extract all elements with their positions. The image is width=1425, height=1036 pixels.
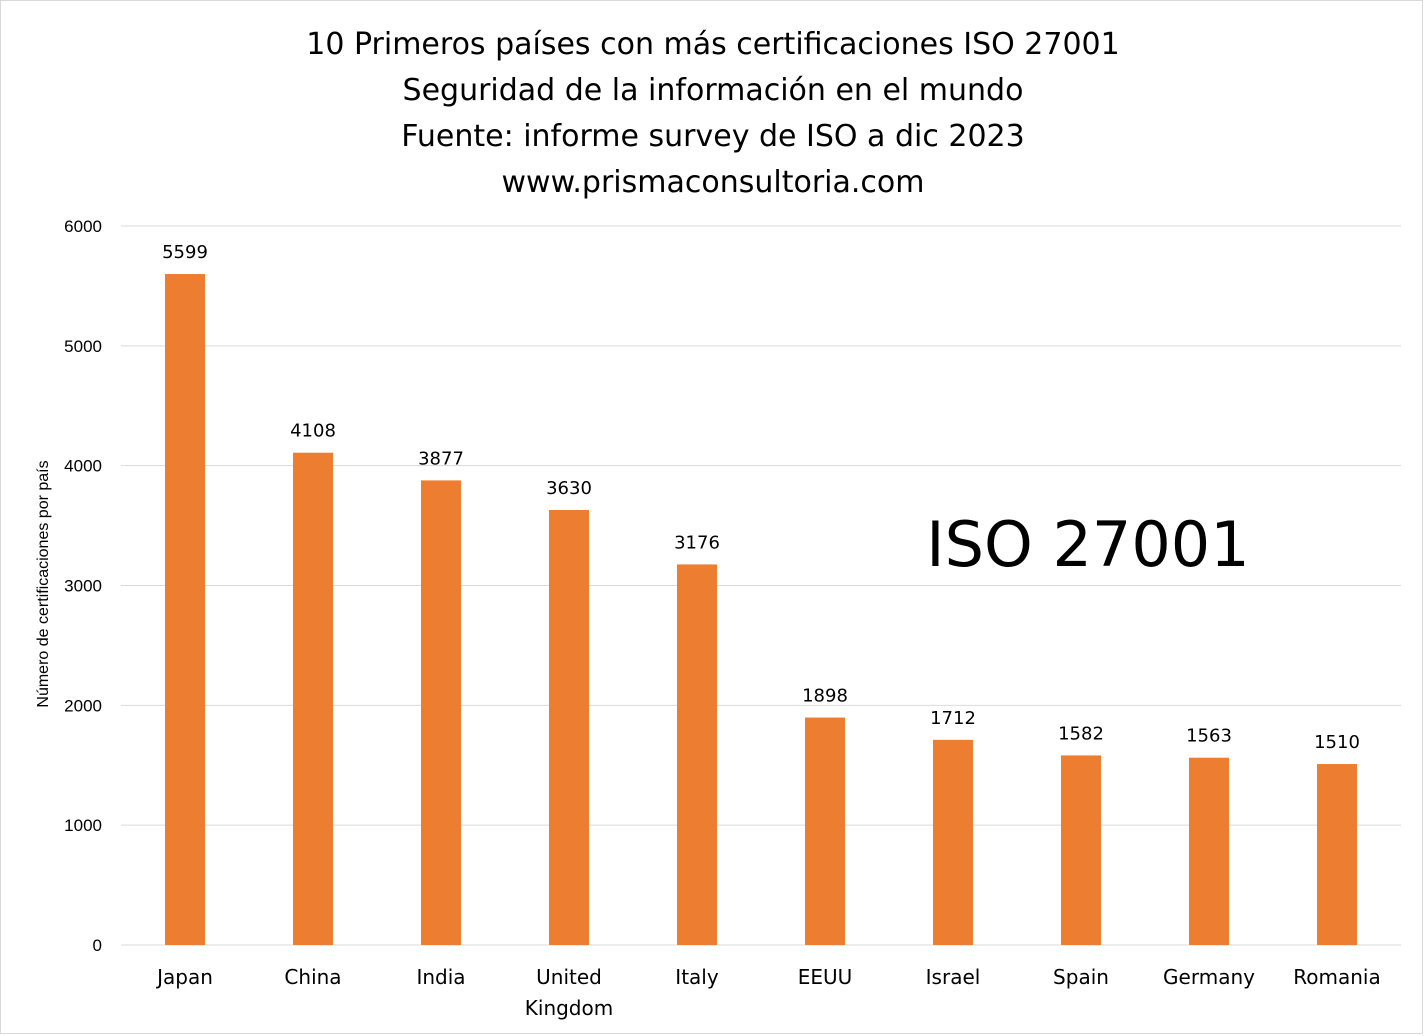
chart-title-line: Fuente: informe survey de ISO a dic 2023 [401,119,1024,154]
gridlines [121,225,1401,946]
y-tick-label: 3000 [64,577,102,596]
bar [805,717,845,945]
category-label: Romania [1293,965,1380,989]
bar [933,739,973,945]
category-label: China [284,965,341,989]
chart-title-line: 10 Primeros países con más certificacion… [306,27,1119,62]
y-tick-label: 4000 [64,457,102,476]
chart-title-line: www.prismaconsultoria.com [502,165,925,200]
data-label: 1563 [1186,726,1232,747]
category-label: EEUU [798,965,853,989]
y-tick-label: 1000 [64,816,102,835]
y-axis-ticks: 0 1000 2000 3000 4000 5000 6000 [64,217,102,955]
data-label: 1510 [1314,732,1360,753]
category-label: Kingdom [525,996,613,1020]
data-label: 1898 [802,686,848,707]
data-labels: 5599 4108 3877 3630 3176 1898 1712 1582 1563 1510 [162,242,1360,753]
category-label: Israel [926,965,981,989]
data-label: 4108 [290,421,336,442]
chart-title-line: Seguridad de la información en el mundo [403,73,1024,108]
bar [165,274,205,945]
data-label: 1582 [1058,723,1104,744]
data-label: 3630 [546,478,592,499]
category-label: Germany [1163,965,1255,989]
data-label: 3877 [418,448,464,469]
bar [1061,755,1101,945]
bar [1189,757,1229,945]
chart-title: 10 Primeros países con más certificacion… [306,27,1119,200]
x-axis-labels: Japan China India United Kingdom Italy EEUU Isr… [155,965,1381,1020]
y-tick-label: 0 [93,936,102,955]
bars [165,274,1357,945]
bar [293,452,333,945]
category-label: Italy [675,965,719,989]
bar [421,480,461,945]
bar [1317,764,1357,945]
chart-annotation: ISO 27001 [926,508,1249,581]
y-tick-label: 2000 [64,696,102,715]
y-tick-label: 5000 [64,337,102,356]
data-label: 1712 [930,708,976,729]
category-label: Japan [155,965,213,989]
category-label: Spain [1053,965,1109,989]
category-label: India [416,965,465,989]
category-label: United [536,965,602,989]
data-label: 5599 [162,242,208,263]
data-label: 3176 [674,532,720,553]
y-axis-title: Número de certificaciones por país [35,460,52,707]
y-tick-label: 6000 [64,217,102,236]
bar [677,564,717,945]
bar [549,510,589,945]
